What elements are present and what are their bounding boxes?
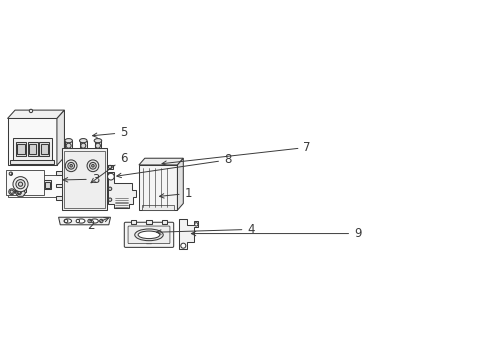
Bar — [130, 220, 135, 224]
Text: 3: 3 — [63, 173, 99, 186]
Bar — [142, 205, 174, 210]
Polygon shape — [7, 110, 64, 118]
Text: 2: 2 — [87, 217, 108, 232]
Circle shape — [19, 182, 22, 186]
Bar — [62, 148, 107, 210]
Bar — [27, 182, 32, 188]
FancyBboxPatch shape — [124, 222, 173, 247]
Circle shape — [10, 190, 13, 193]
Circle shape — [13, 177, 28, 192]
Bar — [7, 175, 65, 197]
Bar — [56, 184, 62, 187]
Bar — [64, 151, 104, 208]
Text: 7: 7 — [162, 141, 310, 165]
Bar — [35, 180, 42, 189]
Bar — [15, 188, 26, 192]
Circle shape — [108, 165, 112, 169]
Bar — [65, 141, 72, 148]
Bar — [39, 142, 49, 156]
Text: 5: 5 — [92, 126, 127, 139]
Circle shape — [108, 176, 112, 180]
Circle shape — [17, 190, 21, 195]
Text: 4: 4 — [156, 223, 254, 236]
Bar — [41, 144, 48, 154]
Circle shape — [76, 219, 80, 223]
Bar — [7, 118, 57, 165]
Text: 9: 9 — [191, 227, 361, 240]
Ellipse shape — [80, 139, 87, 143]
Polygon shape — [57, 110, 64, 165]
Bar — [107, 165, 113, 169]
Ellipse shape — [138, 231, 160, 239]
Circle shape — [108, 187, 112, 190]
Ellipse shape — [64, 219, 71, 223]
Bar — [56, 171, 62, 175]
Bar — [29, 144, 36, 154]
Bar — [36, 182, 41, 188]
Bar — [18, 182, 22, 188]
Text: 1: 1 — [159, 187, 192, 200]
Circle shape — [16, 180, 25, 189]
Circle shape — [88, 219, 91, 223]
Circle shape — [181, 243, 185, 248]
Circle shape — [100, 219, 103, 223]
Bar — [27, 142, 38, 156]
Polygon shape — [59, 217, 110, 225]
Circle shape — [194, 223, 198, 226]
Circle shape — [95, 143, 100, 148]
Bar — [56, 196, 62, 200]
Bar — [26, 180, 33, 189]
Ellipse shape — [65, 139, 72, 143]
Bar — [16, 142, 26, 156]
Polygon shape — [179, 219, 198, 249]
Circle shape — [66, 143, 71, 148]
Ellipse shape — [135, 229, 163, 241]
Circle shape — [108, 198, 112, 201]
Polygon shape — [108, 172, 136, 208]
Bar — [139, 165, 177, 210]
Bar — [107, 198, 113, 202]
Text: 6: 6 — [91, 152, 127, 183]
Polygon shape — [177, 158, 183, 210]
Circle shape — [81, 143, 85, 148]
Bar — [80, 141, 86, 148]
Bar — [17, 190, 24, 194]
Circle shape — [18, 191, 20, 194]
Bar — [107, 187, 113, 191]
Circle shape — [64, 219, 68, 223]
Bar — [13, 138, 52, 162]
Polygon shape — [146, 240, 151, 244]
FancyBboxPatch shape — [128, 226, 169, 244]
Bar — [107, 176, 113, 180]
Bar — [45, 182, 50, 188]
Circle shape — [107, 173, 114, 180]
Circle shape — [91, 165, 94, 167]
Bar — [162, 220, 167, 224]
Bar — [17, 144, 24, 154]
Circle shape — [29, 109, 33, 113]
Bar — [17, 180, 23, 189]
Circle shape — [9, 172, 13, 175]
Polygon shape — [139, 158, 183, 165]
Bar — [94, 141, 101, 148]
Bar — [44, 180, 51, 189]
Circle shape — [87, 160, 99, 172]
Circle shape — [89, 162, 96, 169]
Bar — [146, 220, 151, 224]
Ellipse shape — [91, 219, 98, 223]
Text: 8: 8 — [117, 153, 231, 177]
Bar — [10, 160, 54, 164]
Ellipse shape — [94, 139, 102, 143]
Ellipse shape — [77, 219, 85, 223]
Circle shape — [70, 165, 72, 167]
Polygon shape — [16, 190, 25, 196]
Bar — [6, 170, 43, 195]
Circle shape — [65, 160, 77, 172]
Circle shape — [68, 162, 74, 169]
Circle shape — [9, 189, 15, 195]
